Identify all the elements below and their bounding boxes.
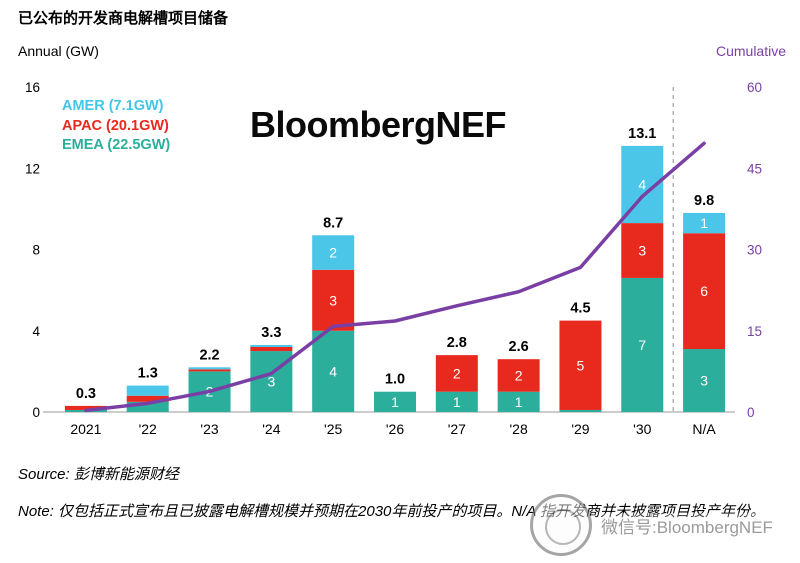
svg-text:2: 2: [453, 365, 461, 381]
svg-text:8: 8: [32, 243, 40, 258]
svg-text:60: 60: [747, 80, 762, 95]
source-text: Source: 彭博新能源财经: [18, 466, 179, 483]
svg-text:'30: '30: [633, 421, 651, 437]
svg-text:'29: '29: [571, 421, 589, 437]
svg-text:1.0: 1.0: [385, 372, 405, 388]
svg-text:12: 12: [25, 161, 40, 176]
svg-text:2: 2: [515, 367, 523, 383]
svg-text:1: 1: [700, 215, 708, 231]
svg-text:8.7: 8.7: [323, 215, 343, 231]
left-axis-label: Annual (GW): [18, 43, 99, 59]
svg-text:1.3: 1.3: [138, 366, 158, 382]
svg-text:1: 1: [453, 394, 461, 410]
svg-text:9.8: 9.8: [694, 193, 714, 209]
svg-text:7: 7: [638, 337, 646, 353]
legend-item: AMER (7.1GW): [62, 98, 164, 114]
wechat-logo-icon: [530, 494, 592, 556]
legend: AMER (7.1GW) APAC (20.1GW) EMEA (22.5GW): [62, 97, 170, 156]
svg-text:4.5: 4.5: [570, 301, 590, 317]
svg-text:2.6: 2.6: [509, 339, 529, 355]
svg-text:4: 4: [32, 324, 40, 339]
svg-text:2: 2: [329, 245, 337, 261]
svg-text:30: 30: [747, 243, 762, 258]
legend-item: EMEA (22.5GW): [62, 137, 171, 153]
stacked-bar-chart: 04812160153045600.320211.3'2222.2'2333.3…: [25, 80, 762, 437]
svg-text:N/A: N/A: [692, 421, 716, 437]
svg-text:3: 3: [267, 374, 275, 390]
svg-text:3: 3: [700, 373, 708, 389]
cumulative-line: [84, 141, 706, 413]
wechat-account-text: 微信号:BloombergNEF: [601, 512, 773, 538]
svg-text:13.1: 13.1: [628, 126, 656, 142]
svg-text:2021: 2021: [70, 421, 101, 437]
svg-text:3: 3: [638, 243, 646, 259]
svg-text:1: 1: [515, 394, 523, 410]
svg-text:16: 16: [25, 80, 40, 95]
svg-text:'24: '24: [262, 421, 280, 437]
svg-text:'25: '25: [324, 421, 342, 437]
svg-text:0: 0: [32, 405, 40, 420]
svg-text:3.3: 3.3: [261, 325, 281, 341]
svg-text:'28: '28: [510, 421, 528, 437]
svg-text:2.2: 2.2: [199, 347, 219, 363]
bloombergnef-watermark: BloombergNEF: [250, 104, 507, 145]
svg-text:15: 15: [747, 324, 762, 339]
svg-text:0.3: 0.3: [76, 386, 96, 402]
svg-text:'26: '26: [386, 421, 404, 437]
svg-text:'23: '23: [200, 421, 218, 437]
svg-text:6: 6: [700, 283, 708, 299]
legend-item: APAC (20.1GW): [62, 117, 169, 134]
svg-text:45: 45: [747, 161, 762, 176]
svg-text:4: 4: [638, 177, 646, 193]
right-axis-label: Cumulative: [715, 43, 786, 59]
svg-text:5: 5: [577, 357, 585, 373]
svg-text:2.8: 2.8: [447, 335, 467, 351]
svg-text:0: 0: [747, 405, 755, 420]
wechat-watermark: 微信号:BloombergNEF: [530, 494, 773, 556]
svg-text:'27: '27: [448, 421, 466, 437]
svg-text:4: 4: [329, 363, 337, 379]
svg-text:'22: '22: [139, 421, 157, 437]
page-title: 已公布的开发商电解槽项目储备: [18, 10, 229, 27]
svg-text:1: 1: [391, 394, 399, 410]
svg-text:3: 3: [329, 292, 337, 308]
